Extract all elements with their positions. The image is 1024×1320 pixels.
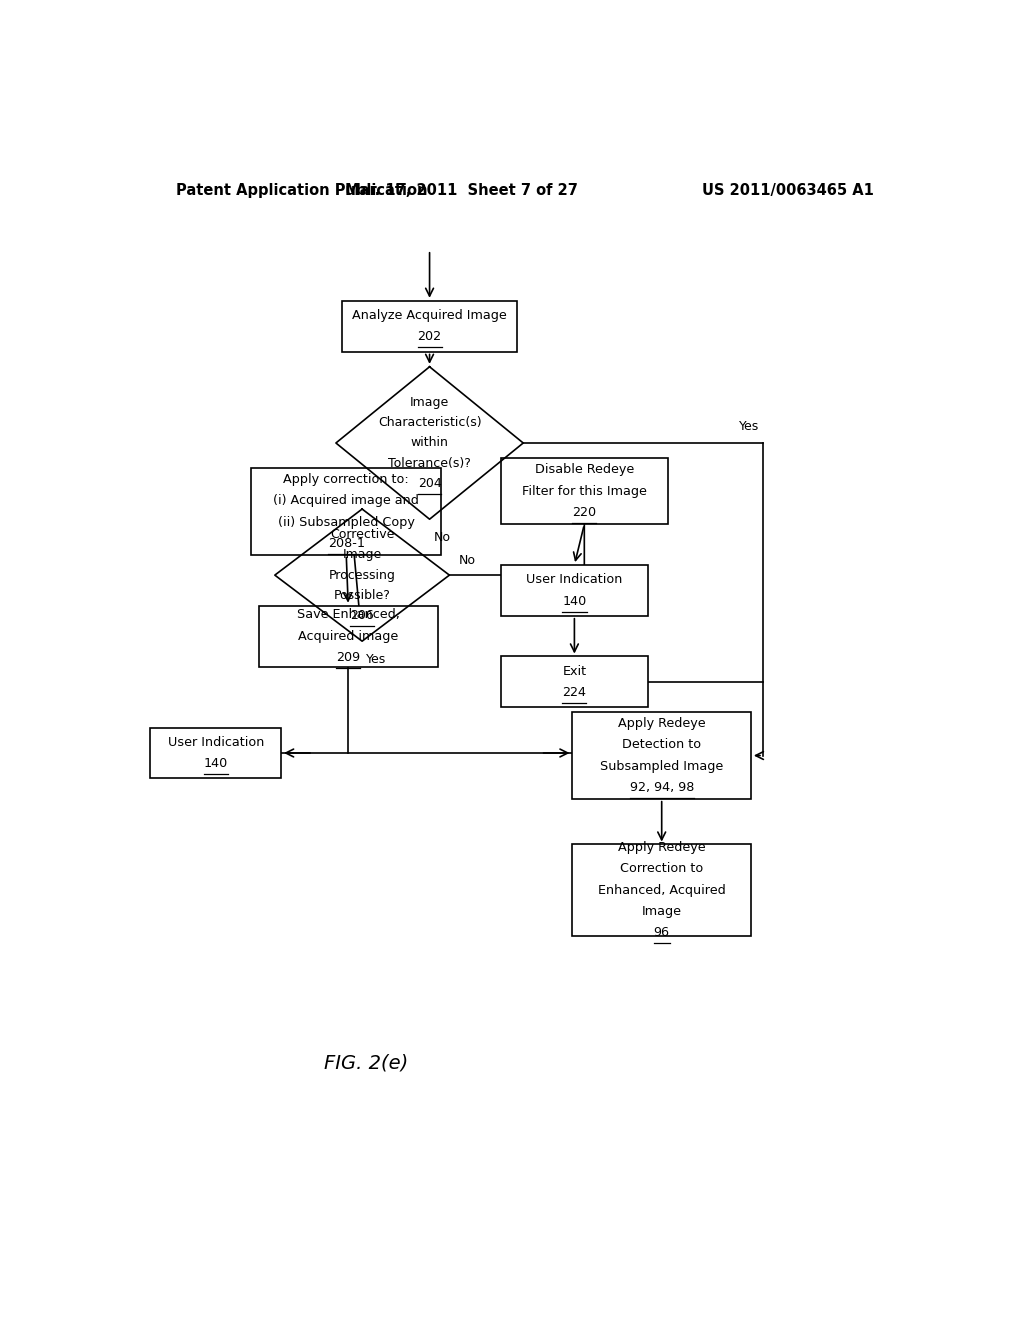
FancyBboxPatch shape <box>259 606 437 667</box>
Text: 140: 140 <box>204 758 227 770</box>
Text: Filter for this Image: Filter for this Image <box>522 484 647 498</box>
Text: 96: 96 <box>653 927 670 940</box>
Text: Possible?: Possible? <box>334 589 390 602</box>
Text: Correction to: Correction to <box>621 862 703 875</box>
Text: 92, 94, 98: 92, 94, 98 <box>630 781 694 795</box>
Text: US 2011/0063465 A1: US 2011/0063465 A1 <box>702 183 873 198</box>
Text: 220: 220 <box>572 506 596 519</box>
Text: User Indication: User Indication <box>168 735 264 748</box>
Text: No: No <box>433 532 451 544</box>
Text: 204: 204 <box>418 477 441 490</box>
Text: 206: 206 <box>350 610 374 622</box>
Text: Disable Redeye: Disable Redeye <box>535 463 634 477</box>
FancyBboxPatch shape <box>251 469 441 554</box>
Text: 140: 140 <box>562 594 587 607</box>
Text: 208-1: 208-1 <box>328 537 365 550</box>
Text: Corrective: Corrective <box>330 528 394 541</box>
FancyBboxPatch shape <box>342 301 517 351</box>
Text: Yes: Yes <box>738 420 759 433</box>
FancyBboxPatch shape <box>572 713 751 799</box>
Text: Subsampled Image: Subsampled Image <box>600 760 723 772</box>
Text: User Indication: User Indication <box>526 573 623 586</box>
Text: Patent Application Publication: Patent Application Publication <box>176 183 427 198</box>
Text: Image: Image <box>342 548 382 561</box>
Text: Yes: Yes <box>367 653 386 667</box>
Text: Analyze Acquired Image: Analyze Acquired Image <box>352 309 507 322</box>
Text: Image: Image <box>642 906 682 917</box>
Text: (ii) Subsampled Copy: (ii) Subsampled Copy <box>278 516 415 529</box>
Text: 202: 202 <box>418 330 441 343</box>
FancyBboxPatch shape <box>501 458 668 524</box>
FancyBboxPatch shape <box>501 565 648 615</box>
FancyBboxPatch shape <box>501 656 648 708</box>
Text: Characteristic(s): Characteristic(s) <box>378 416 481 429</box>
Text: Tolerance(s)?: Tolerance(s)? <box>388 457 471 470</box>
Text: 209: 209 <box>336 651 360 664</box>
Text: within: within <box>411 437 449 450</box>
Text: Apply Redeye: Apply Redeye <box>617 841 706 854</box>
FancyBboxPatch shape <box>151 727 282 779</box>
FancyBboxPatch shape <box>572 845 751 936</box>
Text: No: No <box>459 554 476 568</box>
Text: Processing: Processing <box>329 569 395 582</box>
Text: Save Enhanced,: Save Enhanced, <box>297 609 399 622</box>
Text: Detection to: Detection to <box>623 738 701 751</box>
Text: Exit: Exit <box>562 665 587 677</box>
Text: FIG. 2(e): FIG. 2(e) <box>324 1053 409 1072</box>
Text: (i) Acquired image and: (i) Acquired image and <box>273 495 419 507</box>
Text: Mar. 17, 2011  Sheet 7 of 27: Mar. 17, 2011 Sheet 7 of 27 <box>345 183 578 198</box>
Text: Acquired image: Acquired image <box>298 630 398 643</box>
Text: Apply Redeye: Apply Redeye <box>617 717 706 730</box>
Text: Image: Image <box>410 396 450 409</box>
Text: Apply correction to:: Apply correction to: <box>284 473 410 486</box>
Text: 224: 224 <box>562 686 587 700</box>
Text: Enhanced, Acquired: Enhanced, Acquired <box>598 883 726 896</box>
